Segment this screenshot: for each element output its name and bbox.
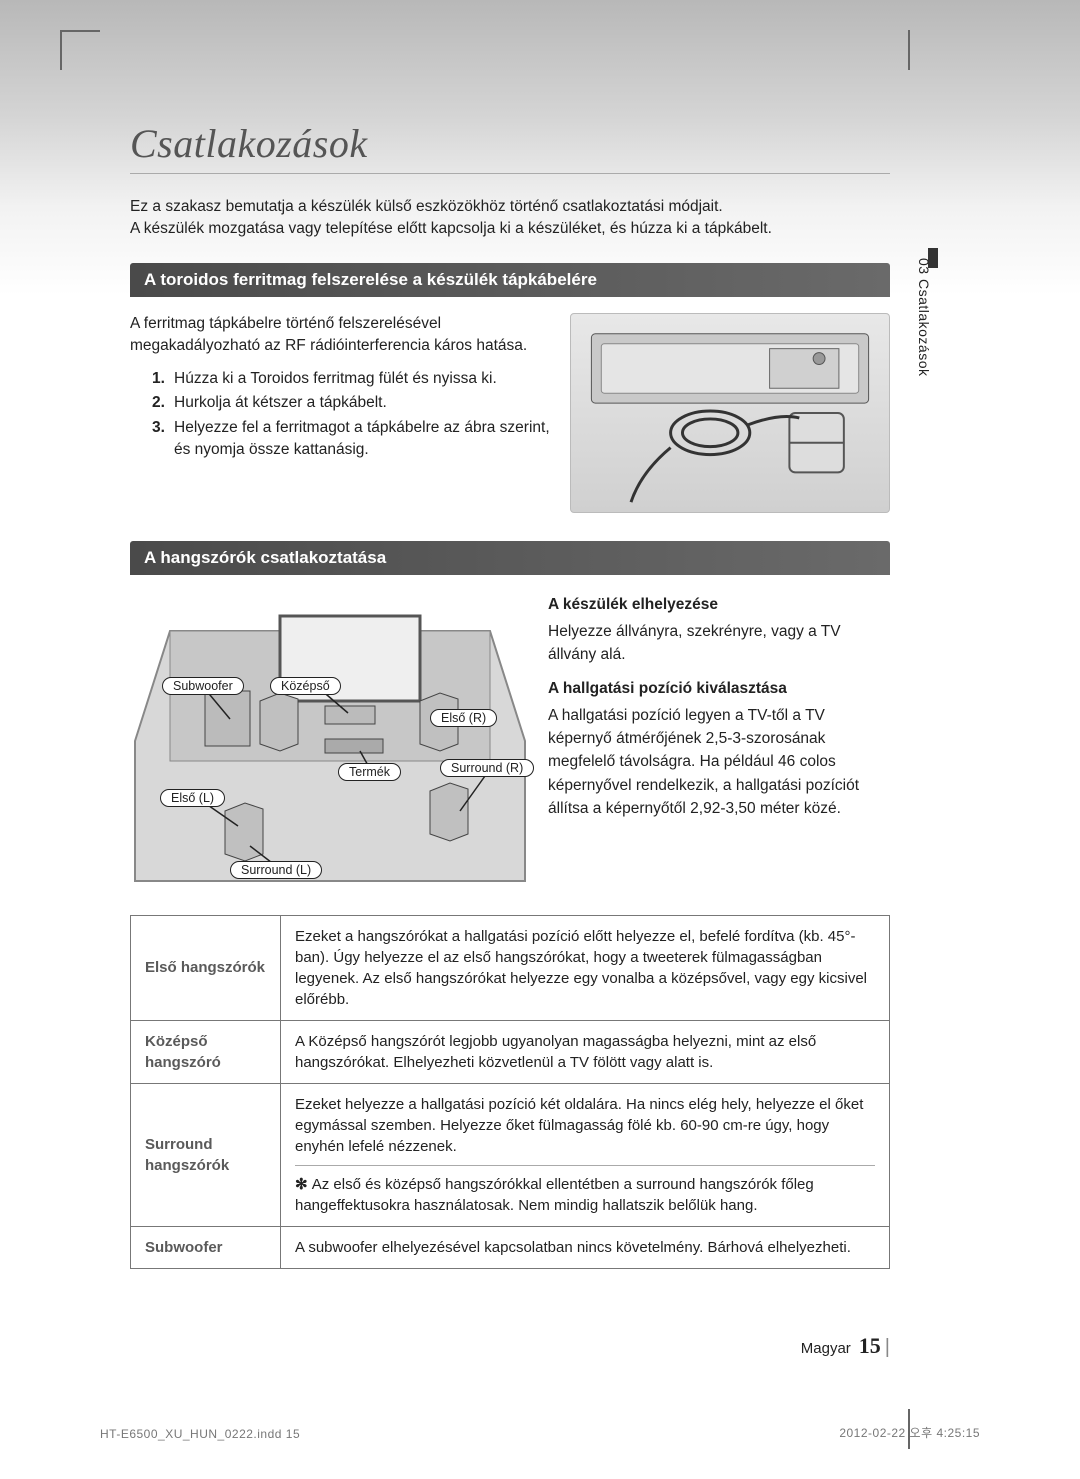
speakers-section: Subwoofer Középső Első (R) Termék Surrou… (130, 591, 890, 891)
row-label: Első hangszórók (131, 915, 281, 1020)
side-tab-label: 03 Csatlakozások (916, 258, 932, 377)
section-heading: A toroidos ferritmag felszerelése a kész… (130, 263, 890, 297)
title-rule (130, 173, 890, 174)
page-title: Csatlakozások (130, 120, 890, 167)
row-main-text: Ezeket helyezze a hallgatási pozíció két… (295, 1094, 875, 1157)
ferrite-section: A ferritmag tápkábelre történő felszerel… (130, 313, 890, 513)
ferrite-steps-list: 1.Húzza ki a Toroidos ferritmag fülét és… (152, 368, 552, 462)
placement-text: A készülék elhelyezése Helyezze állványr… (548, 591, 890, 830)
subheading: A készülék elhelyezése (548, 593, 890, 616)
row-label: Surround hangszórók (131, 1083, 281, 1226)
row-text: A Középső hangszórót legjobb ugyanolyan … (281, 1020, 890, 1083)
row-text: Ezeket a hangszórókat a hallgatási pozíc… (281, 915, 890, 1020)
row-text: Ezeket helyezze a hallgatási pozíció két… (281, 1083, 890, 1226)
diagram-label-subwoofer: Subwoofer (162, 677, 244, 695)
intro-line: Ez a szakasz bemutatja a készülék külső … (130, 196, 890, 218)
diagram-label-surround-l: Surround (L) (230, 861, 322, 879)
list-item: 1.Húzza ki a Toroidos ferritmag fülét és… (152, 368, 552, 390)
table-row: Középső hangszóró A Középső hangszórót l… (131, 1020, 890, 1083)
footer-language: Magyar (801, 1340, 851, 1357)
diagram-label-front-r: Első (R) (430, 709, 497, 727)
diagram-label-surround-r: Surround (R) (440, 759, 534, 777)
subheading: A hallgatási pozíció kiválasztása (548, 677, 890, 700)
table-row: Surround hangszórók Ezeket helyezze a ha… (131, 1083, 890, 1226)
row-note: ✻ Az első és középső hangszórókkal ellen… (295, 1165, 875, 1216)
step-text: Helyezze fel a ferritmagot a tápkábelre … (174, 417, 552, 462)
section-heading: A hangszórók csatlakoztatása (130, 541, 890, 575)
page-footer: Magyar 15 | (130, 1333, 890, 1359)
paragraph: Helyezze állványra, szekrényre, vagy a T… (548, 620, 890, 667)
row-text: A subwoofer elhelyezésével kapcsolatban … (281, 1226, 890, 1268)
speaker-placement-table: Első hangszórók Ezeket a hangszórókat a … (130, 915, 890, 1269)
diagram-label-center: Középső (270, 677, 341, 695)
list-item: 2.Hurkolja át kétszer a tápkábelt. (152, 392, 552, 414)
step-text: Húzza ki a Toroidos ferritmag fülét és n… (174, 368, 497, 390)
diagram-label-product: Termék (338, 763, 401, 781)
note-text: Az első és középső hangszórókkal ellenté… (295, 1176, 814, 1214)
footer-bar-icon: | (885, 1336, 890, 1359)
row-label: Subwoofer (131, 1226, 281, 1268)
crop-mark-icon (60, 30, 100, 32)
ferrite-text: A ferritmag tápkábelre történő felszerel… (130, 313, 552, 464)
table-row: Subwoofer A subwoofer elhelyezésével kap… (131, 1226, 890, 1268)
imprint-text: HT-E6500_XU_HUN_0222.indd 15 (100, 1427, 300, 1441)
footer-page-number: 15 (859, 1333, 881, 1359)
diagram-label-front-l: Első (L) (160, 789, 225, 807)
ferrite-paragraph: A ferritmag tápkábelre történő felszerel… (130, 313, 552, 358)
table-row: Első hangszórók Ezeket a hangszórókat a … (131, 915, 890, 1020)
manual-page: 03 Csatlakozások Csatlakozások Ez a szak… (0, 0, 1080, 1479)
intro-text: Ez a szakasz bemutatja a készülék külső … (130, 196, 890, 241)
content-area: Csatlakozások Ez a szakasz bemutatja a k… (130, 120, 890, 1269)
crop-mark-icon (908, 1409, 910, 1449)
ferrite-diagram (570, 313, 890, 513)
list-item: 3.Helyezze fel a ferritmagot a tápkábelr… (152, 417, 552, 462)
crop-mark-icon (908, 30, 910, 70)
paragraph: A hallgatási pozíció legyen a TV-től a T… (548, 704, 890, 820)
intro-line: A készülék mozgatása vagy telepítése elő… (130, 218, 890, 240)
speaker-layout-diagram: Subwoofer Középső Első (R) Termék Surrou… (130, 591, 530, 891)
step-text: Hurkolja át kétszer a tápkábelt. (174, 392, 387, 414)
row-label: Középső hangszóró (131, 1020, 281, 1083)
